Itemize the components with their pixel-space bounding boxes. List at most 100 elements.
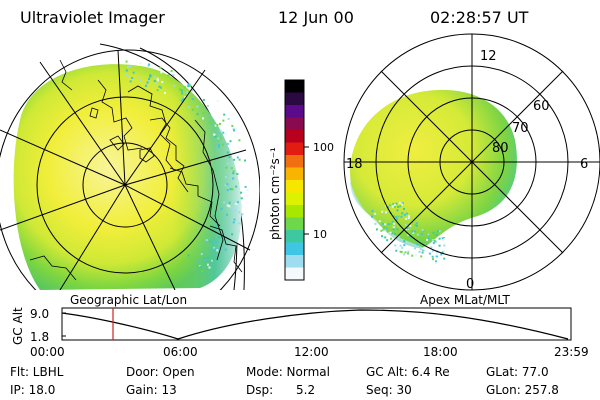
speckle-dot	[235, 209, 237, 212]
speckle-dot	[392, 202, 395, 205]
time-tick-1200: 12:00	[294, 345, 329, 359]
speckle-dot	[164, 92, 166, 94]
speckle-dot	[440, 253, 443, 256]
speckle-dot	[438, 230, 441, 233]
speckle-dot	[217, 144, 220, 147]
speckle-dot	[179, 88, 182, 91]
speckle-dot	[407, 252, 410, 255]
speckle-dot	[157, 79, 159, 82]
info-ip: IP: 18.0	[10, 383, 56, 397]
speckle-dot	[400, 215, 403, 218]
info-filter: Flt: LBHL	[10, 365, 64, 379]
speckle-dot	[406, 227, 409, 230]
polar-plot: 12 6 0 18 60 70 80	[343, 33, 600, 292]
geo-emission-edge	[13, 64, 242, 290]
speckle-dot	[226, 204, 229, 207]
speckle-dot	[417, 239, 420, 242]
speckle-dot	[232, 128, 235, 131]
speckle-dot	[208, 266, 211, 269]
speckle-dot	[215, 241, 218, 244]
speckle-dot	[217, 139, 220, 142]
speckle-dot	[238, 139, 241, 142]
speckle-dot	[226, 162, 229, 165]
info-mode: Mode: Normal	[246, 365, 330, 379]
speckle-dot	[235, 127, 238, 130]
speckle-dot	[405, 217, 408, 220]
altitude-curve	[61, 309, 569, 340]
speckle-dot	[184, 96, 187, 99]
speckle-dot	[435, 240, 438, 243]
speckle-dot	[219, 137, 222, 140]
speckle-dot	[403, 240, 406, 243]
speckle-dot	[224, 248, 227, 251]
speckle-dot	[167, 74, 170, 77]
speckle-dot	[125, 69, 128, 72]
polar-panel-label: Apex MLat/MLT	[420, 293, 510, 307]
speckle-dot	[386, 206, 389, 209]
speckle-dot	[196, 88, 199, 91]
speckle-dot	[231, 124, 234, 127]
speckle-dot	[187, 83, 190, 86]
speckle-dot	[397, 215, 400, 218]
colorbar-segment	[285, 142, 304, 156]
mlat-label-80: 80	[492, 141, 509, 156]
time-tick-1800: 18:00	[423, 345, 458, 359]
speckle-dot	[435, 233, 438, 236]
speckle-dot	[226, 213, 229, 216]
speckle-dot	[371, 210, 374, 213]
speckle-dot	[438, 244, 441, 247]
speckle-dot	[405, 212, 408, 215]
speckle-dot	[436, 230, 439, 233]
altitude-plot: GC Alt 9.0 1.8	[11, 307, 572, 345]
speckle-dot	[228, 156, 231, 159]
speckle-dot	[236, 201, 239, 204]
speckle-dot	[421, 228, 424, 231]
speckle-dot	[374, 212, 377, 215]
speckle-dot	[226, 183, 229, 186]
speckle-dot	[212, 240, 215, 243]
speckle-dot	[153, 76, 156, 79]
speckle-dot	[384, 236, 387, 239]
speckle-dot	[202, 117, 204, 120]
speckle-dot	[228, 205, 231, 208]
speckle-dot	[186, 91, 189, 94]
speckle-dot	[159, 66, 162, 69]
speckle-dot	[233, 158, 236, 161]
altitude-y-bottom: 1.8	[30, 330, 49, 344]
speckle-dot	[411, 230, 414, 233]
speckle-dot	[216, 225, 219, 228]
speckle-dot	[421, 251, 424, 254]
speckle-dot	[232, 151, 235, 154]
speckle-dot	[241, 213, 244, 216]
speckle-dot	[399, 250, 402, 253]
colorbar-segment	[285, 230, 304, 243]
speckle-dot	[441, 237, 444, 240]
speckle-dot	[244, 185, 247, 188]
geo-lat-circle-80	[82, 142, 168, 228]
time-label: 02:28:57 UT	[430, 8, 529, 27]
speckle-dot	[395, 216, 398, 219]
speckle-dot	[407, 250, 410, 253]
speckle-dot	[204, 259, 207, 262]
speckle-dot	[230, 167, 233, 170]
speckle-dot	[383, 226, 385, 229]
speckle-dot	[203, 257, 206, 260]
speckle-dot	[170, 69, 173, 72]
speckle-dot	[138, 76, 141, 79]
speckle-dot	[435, 257, 438, 260]
speckle-dot	[148, 63, 150, 66]
speckle-dot	[396, 228, 399, 231]
speckle-dot	[435, 255, 438, 258]
speckle-dot	[389, 223, 392, 226]
speckle-dot	[226, 151, 229, 154]
speckle-dot	[405, 228, 407, 231]
speckle-dot	[233, 129, 236, 132]
speckle-dot	[156, 77, 159, 80]
speckle-dot	[401, 212, 404, 215]
speckle-dot	[131, 77, 134, 79]
speckle-dot	[232, 170, 235, 173]
altitude-y-top: 9.0	[30, 307, 49, 321]
speckle-dot	[225, 176, 228, 179]
speckle-dot	[206, 263, 209, 266]
speckle-dot	[191, 89, 194, 92]
